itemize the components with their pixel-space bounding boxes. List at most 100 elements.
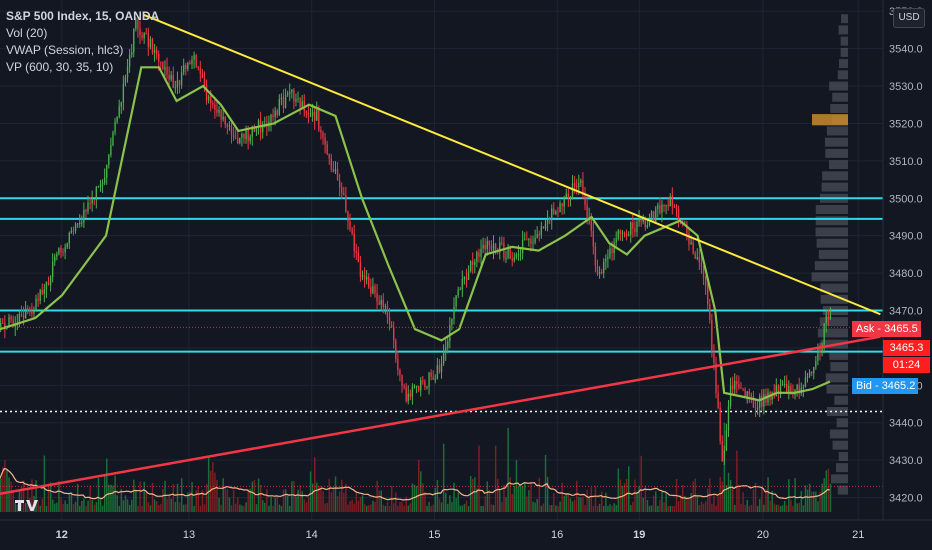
volume-profile-bar — [829, 429, 848, 439]
volume-bar — [309, 471, 312, 512]
candle-body — [675, 207, 678, 210]
volume-bar — [573, 499, 576, 512]
candle-body — [736, 381, 738, 385]
volume-bar — [122, 500, 125, 512]
volume-bar — [343, 492, 345, 512]
candle-body — [630, 222, 632, 235]
volume-bar — [817, 501, 819, 512]
candle-body — [43, 289, 46, 294]
volume-bar — [449, 495, 451, 512]
tradingview-logo-icon[interactable] — [14, 498, 40, 512]
volume-bar — [89, 485, 91, 512]
price-axis-label: 3520.0 — [889, 118, 923, 130]
volume-bar — [170, 498, 172, 512]
candle-body — [750, 394, 753, 397]
volume-bar — [440, 502, 443, 512]
candle-body — [536, 234, 538, 238]
time-axis[interactable] — [0, 520, 932, 550]
candle-body — [761, 396, 763, 407]
volume-bar — [445, 492, 447, 512]
volume-bar — [311, 483, 314, 512]
volume-bar — [332, 488, 335, 512]
candle-body — [351, 229, 353, 234]
candle-body — [12, 319, 14, 327]
legend-volume-profile-indicator[interactable]: VP (600, 30, 35, 10) — [6, 60, 114, 74]
volume-bar — [24, 502, 27, 512]
volume-bar — [97, 478, 100, 512]
resistance-trendline[interactable] — [143, 14, 881, 316]
legend-volume-indicator[interactable]: Vol (20) — [6, 26, 48, 40]
volume-bar — [432, 504, 434, 512]
candle-body — [605, 258, 607, 262]
volume-bar — [56, 502, 58, 512]
legend-vwap-indicator[interactable]: VWAP (Session, hlc3) — [6, 43, 124, 57]
candle-body — [748, 391, 750, 395]
candle-body — [110, 145, 112, 155]
legend-symbol-title[interactable]: S&P 500 Index, 15, OANDA — [6, 9, 160, 23]
candle-body — [245, 130, 247, 139]
candle-body — [569, 196, 572, 199]
volume-bar — [43, 455, 46, 512]
volume-bar — [266, 488, 268, 512]
volume-profile-bar — [838, 59, 848, 69]
volume-profile-bar — [818, 249, 848, 259]
volume-bar — [76, 483, 79, 512]
volume-bar — [802, 505, 805, 512]
candle-body — [141, 35, 143, 38]
volume-bar — [380, 490, 382, 512]
volume-bar — [413, 484, 416, 512]
volume-bar — [64, 500, 66, 512]
candle-body — [632, 222, 634, 229]
volume-bar — [270, 496, 272, 512]
volume-bar — [372, 500, 374, 512]
price-axis[interactable] — [883, 0, 932, 550]
volume-bar — [746, 499, 748, 512]
candle-body — [372, 286, 374, 294]
currency-button[interactable]: USD — [893, 8, 925, 28]
candle-body — [711, 319, 713, 352]
volume-bar — [815, 491, 817, 512]
time-axis-label: 20 — [757, 529, 769, 541]
volume-bar — [501, 501, 503, 512]
candle-body — [178, 80, 181, 85]
candle-body — [147, 33, 149, 48]
candle-body — [62, 252, 64, 254]
volume-profile-bar — [824, 137, 848, 147]
volume-profile-bar — [817, 328, 848, 338]
candle-body — [688, 233, 690, 245]
volume-bar — [457, 492, 459, 512]
candle-body — [299, 98, 301, 108]
candle-body — [189, 63, 191, 65]
volume-bar — [54, 503, 56, 512]
volume-bar — [430, 505, 432, 512]
volume-bar — [374, 501, 376, 512]
volume-bar — [106, 458, 108, 512]
volume-bar — [582, 496, 584, 512]
volume-bar — [592, 505, 595, 512]
volume-profile-bar — [825, 373, 848, 383]
candle-body — [503, 243, 505, 259]
support-trendline[interactable] — [0, 335, 881, 496]
volume-bar — [553, 493, 555, 512]
volume-bar — [178, 502, 181, 512]
candle-body — [353, 233, 355, 251]
volume-bar — [617, 468, 620, 512]
candle-body — [548, 219, 551, 221]
candle-body — [513, 257, 515, 261]
candle-body — [584, 194, 586, 205]
volume-bar — [644, 485, 647, 512]
candle-body — [341, 187, 343, 194]
candle-body — [815, 360, 817, 368]
volume-bar — [257, 478, 260, 512]
candle-body — [519, 253, 522, 255]
candle-body — [515, 254, 518, 258]
price-axis-label: 3470.0 — [889, 306, 923, 318]
candle-body — [382, 300, 384, 307]
candle-body — [501, 242, 503, 244]
volume-bar — [603, 505, 605, 512]
volume-bar — [696, 496, 699, 512]
volume-bar — [586, 489, 588, 512]
candle-body — [790, 386, 792, 394]
volume-bar — [124, 495, 127, 512]
